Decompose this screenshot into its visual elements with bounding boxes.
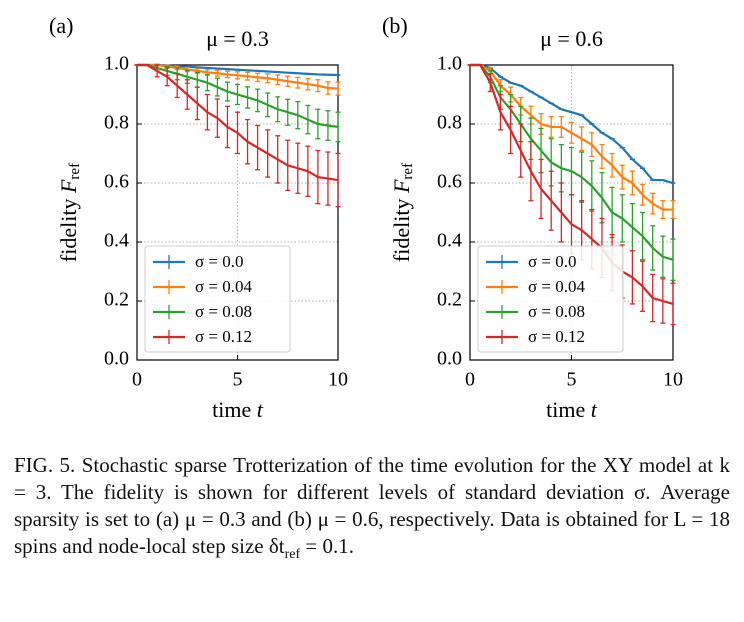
x-axis-label: time t — [212, 397, 264, 422]
chart-title: μ = 0.6 — [540, 26, 603, 51]
legend-label: σ = 0.0 — [195, 252, 244, 271]
x-tick-label: 10 — [663, 369, 683, 391]
y-tick-label: 0.4 — [437, 230, 462, 252]
y-tick-label: 1.0 — [104, 53, 129, 75]
series-line — [137, 63, 339, 129]
legend-box — [477, 245, 624, 353]
series-line — [137, 63, 339, 90]
y-tick-label: 1.0 — [437, 53, 462, 75]
series-line — [470, 63, 674, 185]
y-axis-label-subscript: ref — [400, 163, 416, 180]
y-axis-label-text: fidelity — [56, 193, 81, 262]
y-tick-label: 0.8 — [104, 112, 129, 134]
y-tick-label: 0.0 — [104, 348, 129, 370]
y-axis-label: fidelity Fref — [389, 163, 416, 262]
series-line — [137, 63, 339, 182]
legend-label: σ = 0.08 — [528, 302, 585, 321]
legend-label: σ = 0.0 — [528, 252, 577, 271]
legend-label: σ = 0.12 — [195, 327, 252, 346]
legend-box — [144, 245, 291, 353]
figure: (a) μ = 0.3 0.0 0.2 0.4 0.6 0.8 1.0 0 5 10 time t fi… — [49, 13, 683, 422]
caption-text: = 0.1. — [300, 534, 354, 558]
y-axis-label-symbol: F — [56, 179, 81, 194]
series-line — [470, 63, 673, 211]
x-axis-label-text: time — [212, 397, 257, 422]
y-tick-label: 0.2 — [437, 289, 462, 311]
caption: FIG. 5. Stochastic sparse Trotterization… — [14, 452, 730, 568]
plot-area — [136, 64, 339, 361]
series-line — [470, 63, 674, 306]
y-axis-label-symbol: F — [389, 179, 414, 194]
x-tick-label: 5 — [567, 369, 577, 391]
y-tick-label: 0.2 — [104, 289, 129, 311]
y-axis-label-subscript: ref — [67, 163, 83, 180]
y-tick-label: 0.8 — [437, 112, 462, 134]
panel-label: (a) — [49, 13, 73, 38]
legend-label: σ = 0.04 — [528, 277, 586, 296]
panel-label: (b) — [382, 13, 408, 38]
series-line — [137, 63, 339, 77]
legend-label: σ = 0.12 — [528, 327, 585, 346]
series-line — [470, 63, 674, 261]
x-tick-label: 10 — [328, 369, 348, 391]
x-tick-label: 5 — [233, 369, 243, 391]
y-axis-label-text: fidelity — [389, 193, 414, 262]
legend-label: σ = 0.08 — [195, 302, 252, 321]
x-axis-label-symbol: t — [257, 397, 264, 422]
caption-text: Stochastic sparse Trotterization of the … — [14, 453, 730, 558]
x-tick-label: 0 — [132, 369, 142, 391]
x-tick-label: 0 — [465, 369, 475, 391]
chart-title: μ = 0.3 — [206, 26, 269, 51]
x-axis-label-symbol: t — [591, 397, 598, 422]
legend-label: σ = 0.04 — [195, 277, 253, 296]
y-tick-label: 0.6 — [104, 171, 129, 193]
y-tick-label: 0.4 — [104, 230, 129, 252]
y-tick-label: 0.0 — [437, 348, 462, 370]
caption-label: FIG. 5. — [14, 453, 76, 477]
caption-subscript: ref — [284, 547, 301, 563]
x-axis-label-text: time — [546, 397, 591, 422]
y-tick-label: 0.6 — [437, 171, 462, 193]
x-axis-label: time t — [546, 397, 598, 422]
y-axis-label: fidelity Fref — [56, 163, 83, 262]
